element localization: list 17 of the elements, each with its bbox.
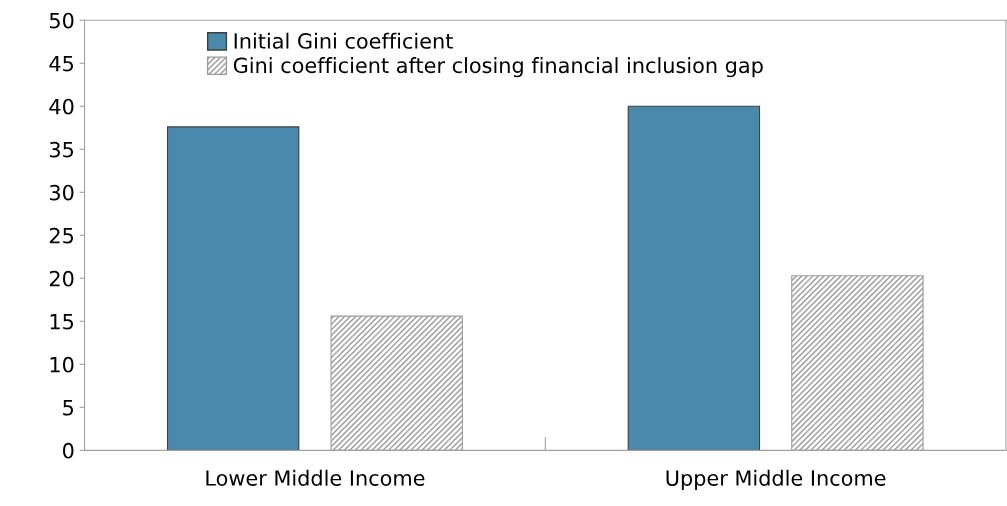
legend-label: Initial Gini coefficient xyxy=(234,32,453,49)
y-tick-label: 20 xyxy=(49,270,74,287)
legend-label: Gini coefficient after closing financial inclusion gap xyxy=(233,57,763,78)
y-tick-label: 5 xyxy=(63,400,74,416)
y-tick-label: 50 xyxy=(49,12,74,29)
y-tick-label: 35 xyxy=(49,141,74,158)
bar xyxy=(166,126,300,451)
y-tick-label: 30 xyxy=(49,184,74,201)
bar xyxy=(627,105,761,451)
y-tick-label: 0 xyxy=(62,442,74,459)
y-tick-label: 15 xyxy=(50,314,74,330)
x-tick-label: Lower Middle Income xyxy=(206,469,425,486)
y-tick-label: 40 xyxy=(49,98,74,115)
y-tick-label: 10 xyxy=(50,356,74,373)
x-tick-label: Upper Middle Income xyxy=(666,469,886,490)
y-tick-label: 25 xyxy=(49,227,74,244)
y-tick-label: 45 xyxy=(49,55,74,72)
